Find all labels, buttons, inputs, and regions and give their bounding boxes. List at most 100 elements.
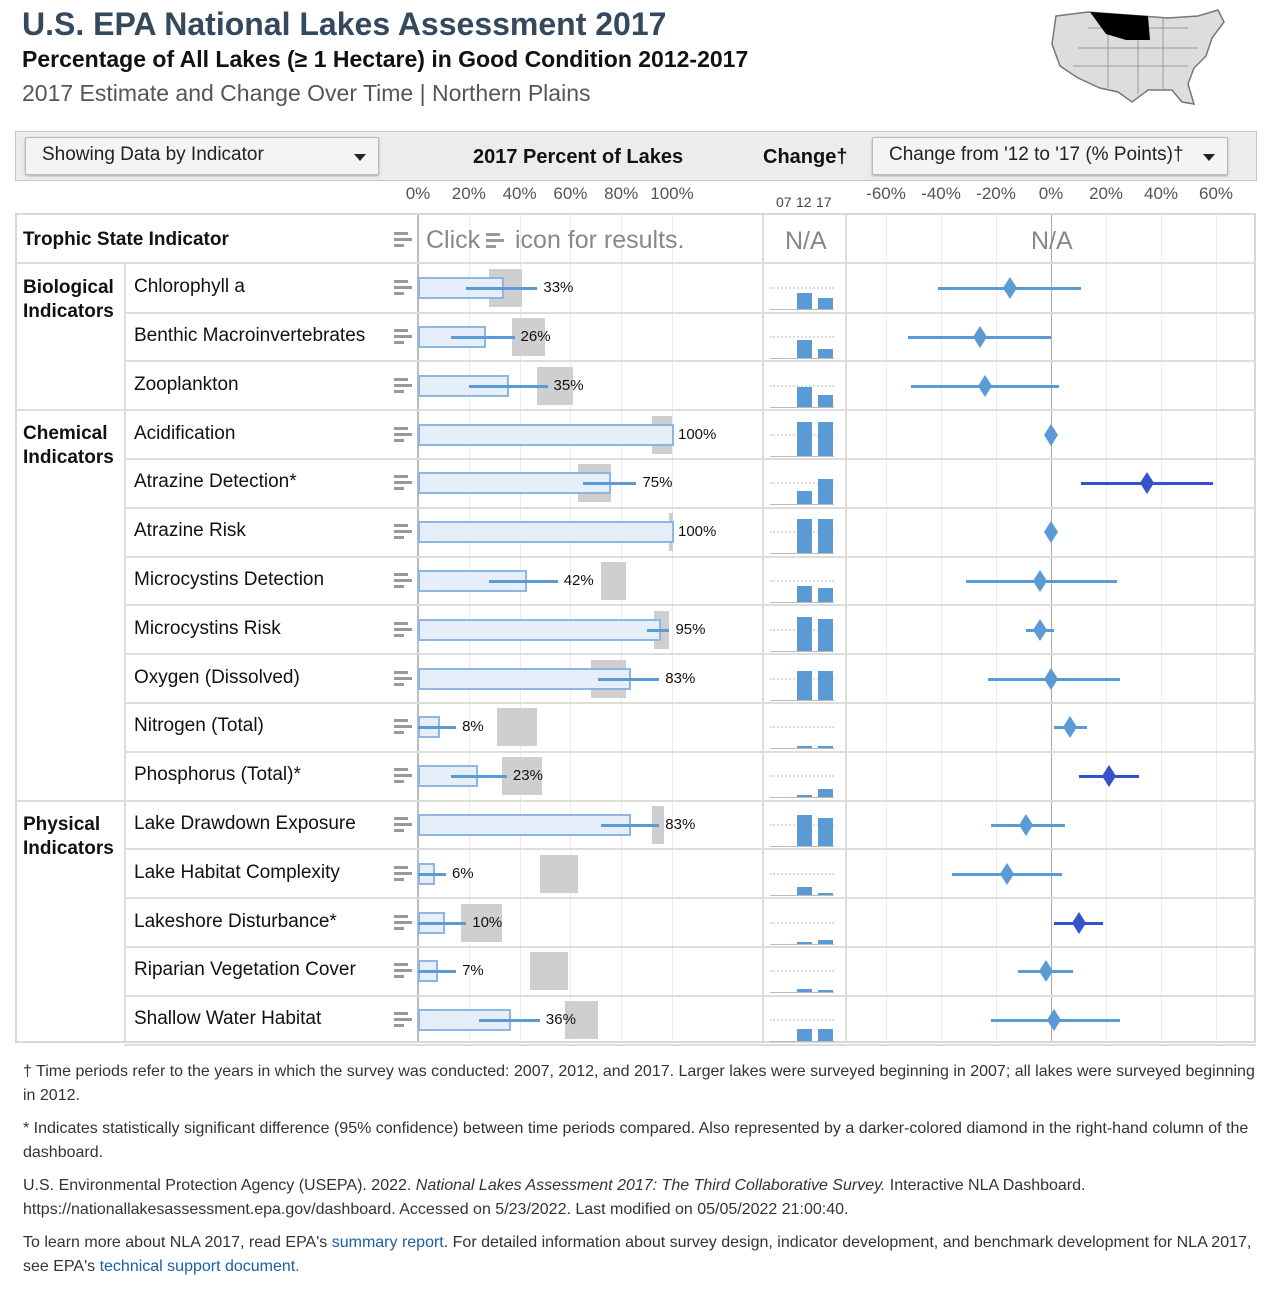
change-diamond[interactable] — [1140, 472, 1155, 495]
change-gridline — [1051, 215, 1052, 1041]
results-icon[interactable] — [394, 377, 412, 394]
confidence-interval — [418, 970, 457, 974]
percent-label: 100% — [678, 425, 717, 443]
change-diamond[interactable] — [1033, 570, 1047, 592]
change-diamond[interactable] — [1046, 1009, 1061, 1032]
indicator-name: Microcystins Detection — [134, 569, 325, 590]
change-diamond[interactable] — [972, 326, 987, 348]
mini-midline — [770, 384, 834, 387]
change-diamond[interactable] — [1000, 862, 1014, 885]
mini-bar-2017 — [818, 1028, 833, 1042]
change-gridline — [941, 215, 942, 1041]
change-diamond[interactable] — [1019, 814, 1034, 836]
change-diamond[interactable] — [1063, 716, 1078, 739]
comparison-range — [539, 854, 578, 893]
percent-bar[interactable] — [418, 423, 674, 446]
percent-bar[interactable] — [418, 618, 662, 641]
percent-tick: 0% — [405, 184, 431, 203]
change-tick: -60% — [866, 184, 906, 203]
row-divider — [124, 799, 1256, 802]
results-icon[interactable] — [394, 963, 412, 979]
percent-label: 8% — [462, 718, 484, 736]
change-diamond[interactable] — [1071, 911, 1086, 934]
footnote-dagger: † Time periods refer to the years in whi… — [23, 1063, 1255, 1104]
mini-baseline — [770, 406, 834, 408]
mini-baseline — [770, 309, 834, 311]
confidence-interval — [600, 824, 660, 827]
change-column-header: Change† — [763, 146, 848, 168]
us-map-icon[interactable] — [1048, 4, 1228, 116]
mini-baseline — [770, 992, 834, 994]
results-icon[interactable] — [394, 670, 412, 687]
change-diamond[interactable] — [1101, 765, 1116, 788]
row-divider — [124, 946, 1256, 948]
change-diamond[interactable] — [1044, 521, 1058, 544]
technical-support-link[interactable]: technical support document. — [99, 1258, 300, 1275]
results-icon[interactable] — [394, 865, 412, 882]
toolbar: Showing Data by Indicator 2017 Percent o… — [15, 131, 1257, 181]
percent-bar[interactable] — [418, 472, 611, 495]
mini-bar-2012 — [797, 617, 812, 651]
citation-text: U.S. Environmental Protection Agency (US… — [23, 1177, 416, 1194]
change-diamond[interactable] — [1038, 960, 1053, 983]
results-icon[interactable] — [394, 475, 412, 491]
page-subtitle: Percentage of All Lakes (≥ 1 Hectare) in… — [22, 46, 749, 72]
mini-bar-2012 — [797, 746, 812, 749]
percent-bar[interactable] — [418, 521, 674, 544]
change-diamond[interactable] — [978, 374, 992, 397]
results-icon[interactable] — [394, 524, 412, 540]
mini-midline — [770, 287, 834, 290]
year-tick: 07 — [776, 194, 792, 210]
change-diamond[interactable] — [1002, 277, 1017, 300]
results-icon[interactable] — [394, 719, 412, 735]
change-diamond[interactable] — [1033, 618, 1047, 641]
percent-label: 10% — [472, 913, 503, 931]
citation: U.S. Environmental Protection Agency (US… — [23, 1174, 1263, 1222]
row-divider — [124, 555, 1256, 558]
indicator-name: Phosphorus (Total)* — [134, 764, 301, 786]
year-tick: 12 — [796, 194, 812, 210]
change-tick: 20% — [1088, 184, 1124, 203]
change-diamond[interactable] — [1044, 423, 1058, 446]
confidence-interval — [646, 628, 670, 632]
results-icon[interactable] — [394, 426, 412, 443]
change-dropdown[interactable]: Change from '12 to '17 (% Points)† — [872, 137, 1228, 175]
mini-bar-2017 — [818, 618, 833, 651]
mini-baseline — [770, 943, 834, 945]
percent-label: 33% — [543, 279, 574, 297]
results-icon[interactable] — [486, 233, 504, 249]
comparison-range — [565, 1001, 599, 1040]
group-label: Biological Indicators — [23, 276, 114, 322]
change-diamond[interactable] — [1044, 667, 1058, 690]
indicator-dropdown[interactable]: Showing Data by Indicator — [25, 137, 379, 175]
mini-bar-2017 — [818, 394, 833, 407]
percent-bar[interactable] — [418, 814, 631, 836]
results-icon[interactable] — [394, 1012, 412, 1028]
learn-more-text-2: . For detailed information about survey … — [23, 1234, 1252, 1275]
confidence-interval — [418, 726, 457, 730]
row-divider — [124, 750, 1256, 753]
confidence-interval — [451, 336, 515, 339]
indicator-name: Atrazine Risk — [134, 520, 246, 542]
mini-bar-2017 — [818, 421, 833, 456]
row-divider — [124, 506, 1256, 509]
group-divider — [15, 409, 125, 412]
row-divider — [124, 848, 1256, 851]
results-icon[interactable] — [394, 573, 412, 589]
results-icon[interactable] — [394, 817, 412, 833]
icon-results-text: icon for results. — [515, 226, 685, 254]
results-icon[interactable] — [394, 914, 412, 931]
results-icon[interactable] — [394, 621, 412, 638]
results-icon[interactable] — [394, 329, 412, 345]
summary-report-link[interactable]: summary report — [331, 1234, 444, 1251]
group-divider — [15, 799, 125, 802]
change-tick: 40% — [1143, 184, 1179, 203]
row-divider — [124, 994, 1256, 997]
percent-tick: 100% — [650, 184, 694, 203]
results-icon[interactable] — [394, 280, 412, 296]
results-icon[interactable] — [394, 768, 412, 784]
percent-label: 23% — [512, 767, 543, 785]
results-icon[interactable] — [394, 232, 412, 248]
confidence-interval — [583, 482, 637, 486]
mini-baseline — [770, 699, 834, 701]
